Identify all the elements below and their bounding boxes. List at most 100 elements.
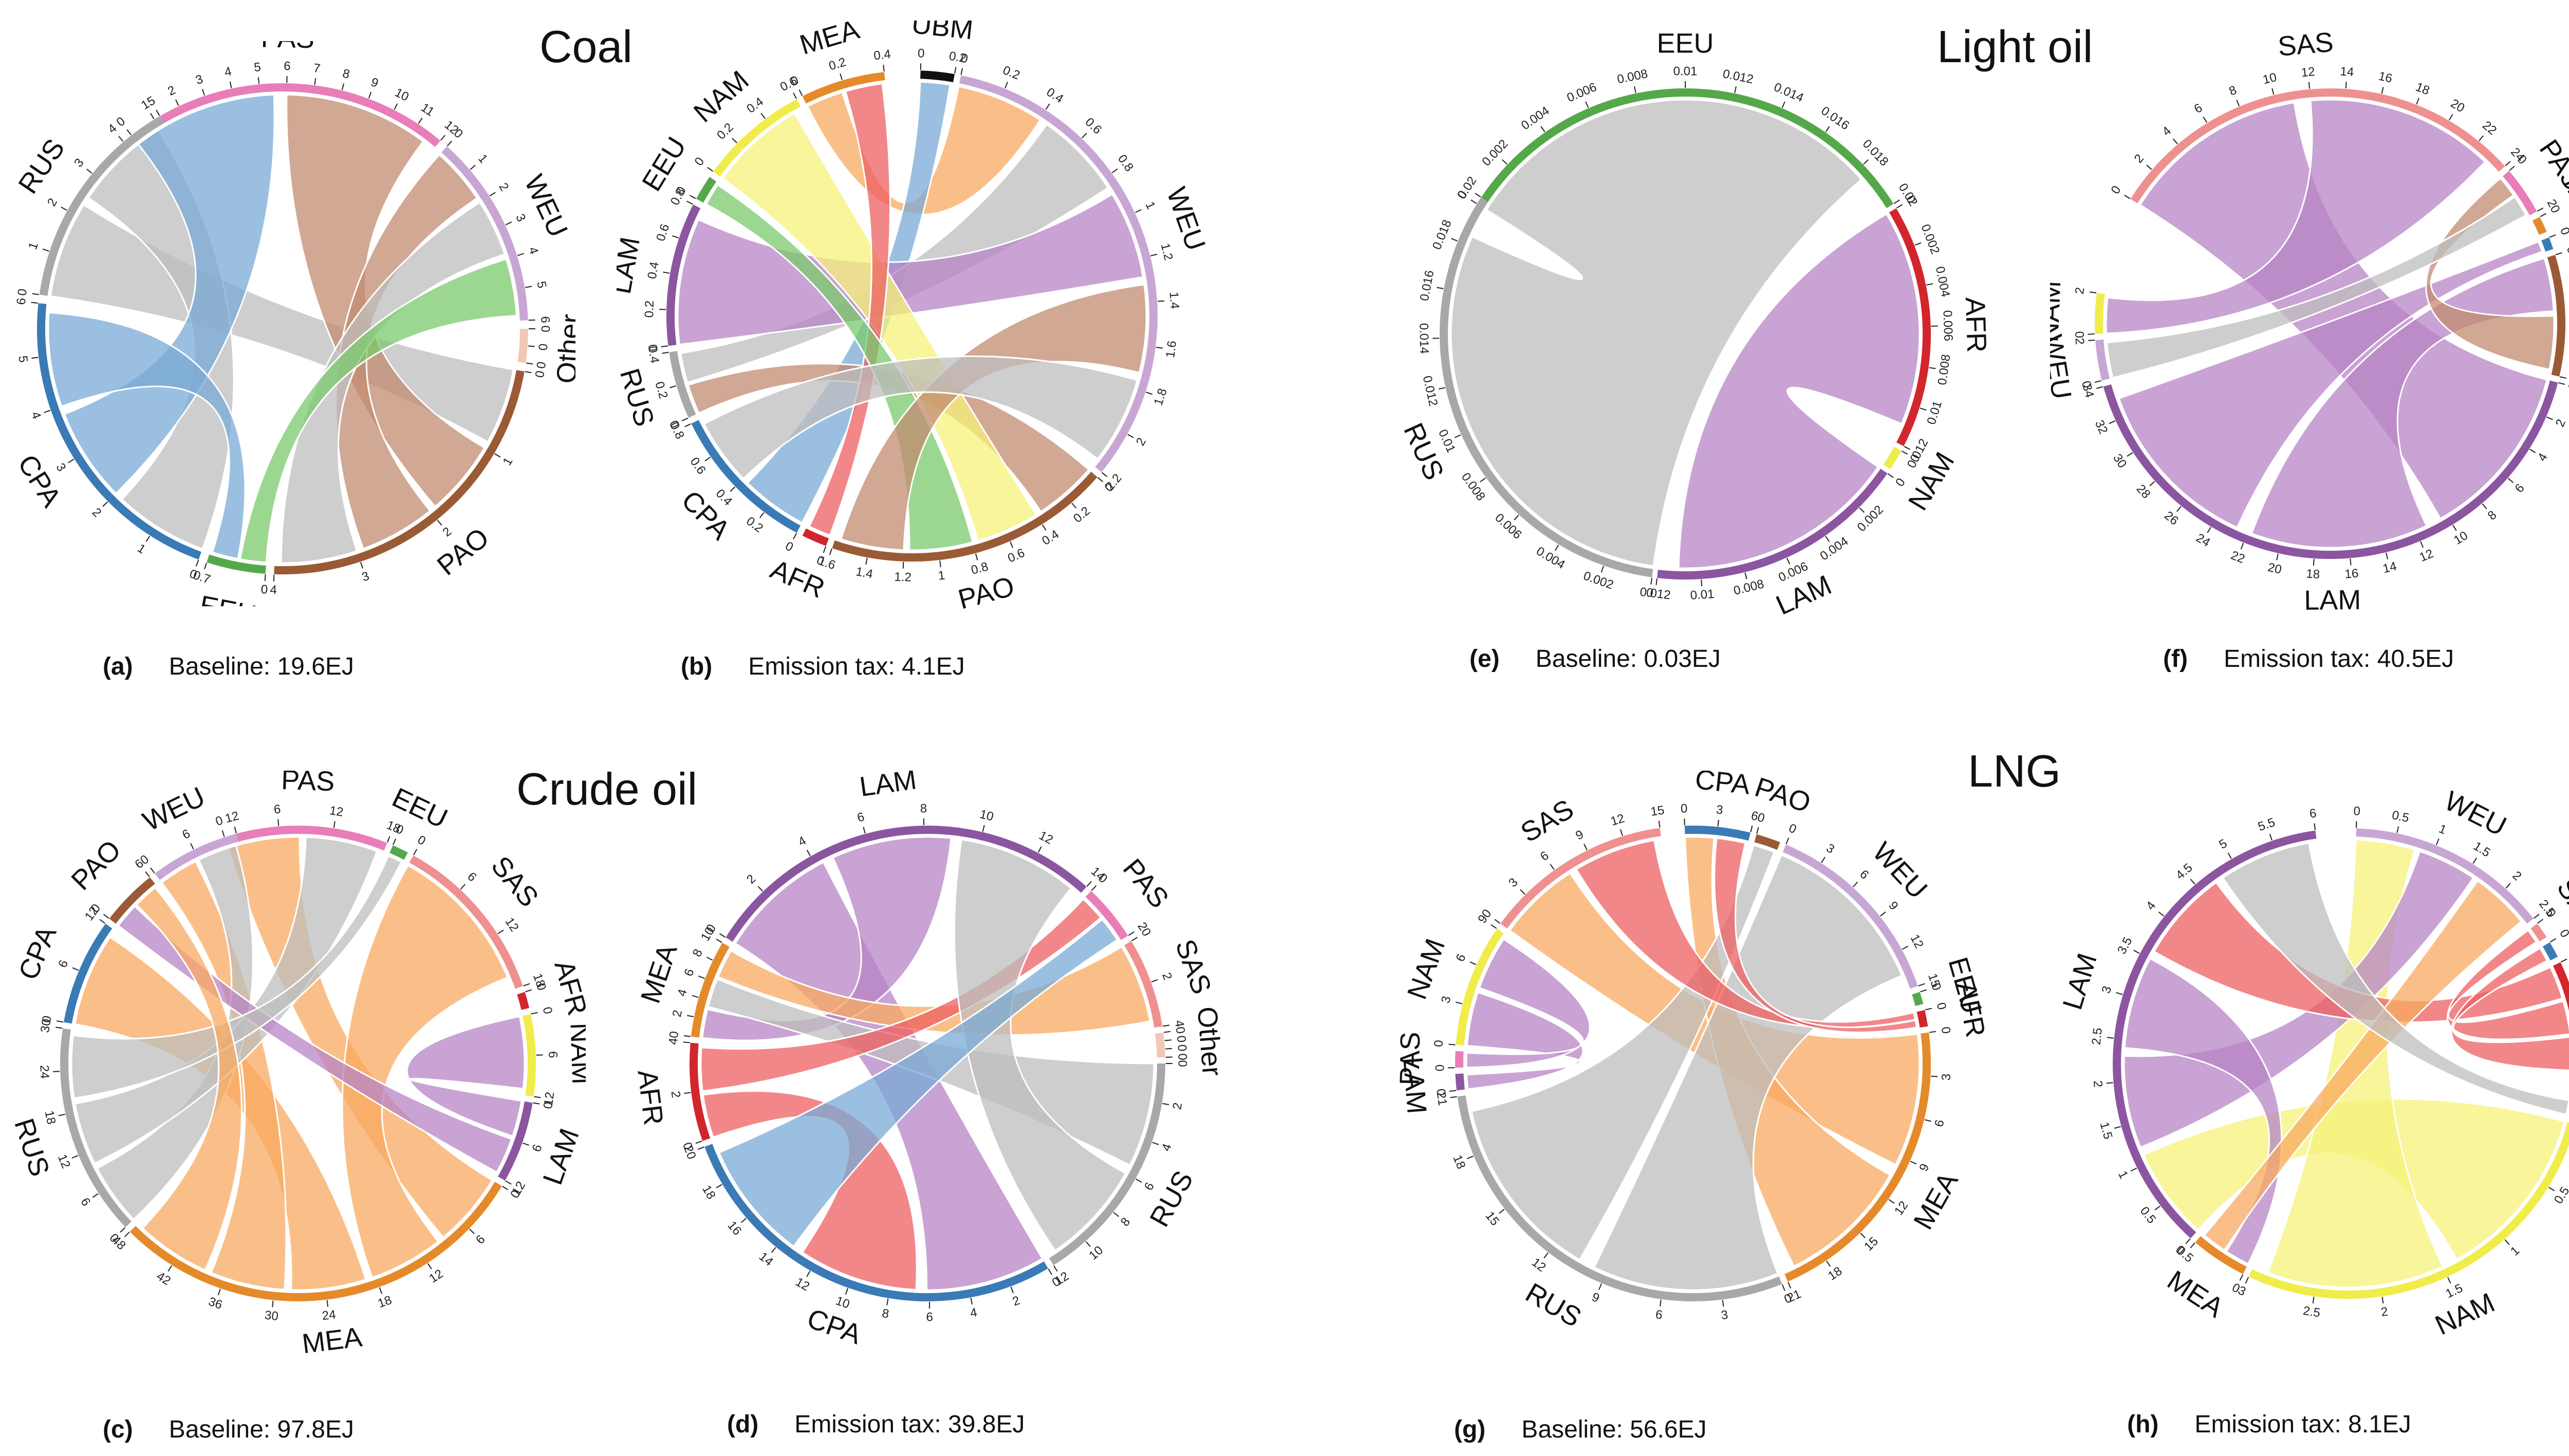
- tick-label: 0.006: [1565, 80, 1599, 105]
- tick-mark: [2276, 553, 2279, 561]
- caption-letter: (g): [1454, 1416, 1486, 1443]
- tick-mark: [2116, 992, 2123, 995]
- ribbons: [70, 836, 526, 1291]
- tick-mark: [534, 1096, 541, 1098]
- tick-label: 0: [415, 833, 428, 848]
- tick-mark: [341, 83, 344, 90]
- tick-mark: [663, 271, 670, 274]
- tick-label: 0.002: [1918, 222, 1942, 256]
- tick-label: 8: [690, 947, 705, 959]
- tick-label: 0: [2079, 380, 2094, 389]
- tick-label: 1: [937, 568, 945, 583]
- tick-label: 6: [284, 59, 291, 73]
- tick-label: 0.012: [1420, 375, 1440, 408]
- segment-arc-sas: [2530, 923, 2547, 942]
- tick-label: 6: [538, 316, 552, 323]
- segment-arc-pas: [224, 826, 387, 851]
- tick-mark: [1111, 168, 1118, 174]
- segment-arc-rus: [1440, 197, 1653, 577]
- segment-arc-cpa: [2541, 237, 2554, 252]
- tick-mark: [1658, 820, 1661, 828]
- caption-f: (f) Emission tax: 40.5EJ: [2163, 645, 2454, 673]
- tick-mark: [190, 843, 194, 850]
- tick-mark: [1880, 911, 1886, 917]
- segment-arc-sas: [409, 855, 523, 989]
- tick-label: 16: [2377, 69, 2394, 86]
- tick-mark: [2130, 1167, 2137, 1172]
- tick-mark: [1634, 86, 1636, 93]
- region-label-mea: MEA: [300, 1321, 363, 1356]
- tick-label: 6: [464, 870, 479, 885]
- tick-mark: [1920, 407, 1927, 411]
- tick-label: 36: [207, 1295, 224, 1312]
- tick-mark: [681, 417, 688, 421]
- tick-mark: [1004, 82, 1009, 88]
- tick-mark: [686, 200, 693, 205]
- tick-mark: [2381, 1297, 2384, 1304]
- tick-label: 14: [756, 1249, 776, 1269]
- tick-mark: [1756, 827, 1759, 834]
- tick-mark: [1438, 387, 1445, 390]
- tick-mark: [2133, 949, 2140, 954]
- region-label-mea: MEA: [1908, 1167, 1964, 1235]
- tick-mark: [1150, 253, 1158, 256]
- tick-mark: [886, 1298, 889, 1305]
- region-label-lam: LAM: [2057, 950, 2103, 1014]
- segment-arc-lam: [1657, 469, 1888, 580]
- tick-mark: [523, 1142, 529, 1146]
- tick-label: 8: [881, 1306, 890, 1321]
- tick-label: 6: [273, 802, 282, 816]
- region-label-mea: MEA: [635, 940, 683, 1007]
- ribbon-afr-cpa: [2450, 947, 2569, 1071]
- tick-label: 6: [1857, 867, 1871, 882]
- segment-arc-lam: [666, 204, 701, 346]
- segment-arc-weu: [441, 146, 528, 321]
- tick-mark: [2381, 87, 2384, 94]
- tick-label: 0.6: [654, 222, 672, 243]
- tick-label: 3: [360, 569, 371, 585]
- tick-mark: [440, 135, 446, 141]
- tick-mark: [2190, 879, 2195, 885]
- region-label-afr: AFR: [632, 1068, 669, 1127]
- tick-label: 1.8: [1151, 387, 1170, 407]
- caption-c: (c) Baseline: 97.8EJ: [103, 1415, 354, 1444]
- tick-label: 10: [1086, 1243, 1106, 1263]
- tick-label: 0: [645, 344, 660, 352]
- tick-label: 0: [2353, 804, 2360, 818]
- region-label-nam: NAM: [564, 1022, 586, 1085]
- tick-mark: [1925, 1007, 1932, 1011]
- segment-arc-pao: [2547, 255, 2565, 377]
- tick-label: 0.2: [948, 49, 967, 65]
- tick-mark: [1082, 133, 1087, 139]
- region-label-rus: RUS: [1520, 1277, 1587, 1333]
- tick-label: 0: [260, 583, 268, 597]
- tick-mark: [698, 975, 705, 979]
- tick-label: 6: [855, 810, 866, 825]
- tick-mark: [1475, 193, 1481, 198]
- tick-label: 0.01: [1924, 399, 1945, 426]
- tick-mark: [2094, 380, 2101, 383]
- region-label-ubm: UBM: [910, 21, 975, 45]
- tick-label: 0.008: [1935, 353, 1953, 386]
- tick-label: 0: [2557, 927, 2569, 940]
- tick-label: 6: [1142, 1180, 1157, 1193]
- tick-label: 6: [2192, 101, 2205, 116]
- region-label-sas: SAS: [1516, 793, 1579, 848]
- tick-label: 10: [978, 807, 995, 824]
- tick-mark: [2172, 138, 2178, 144]
- tick-mark: [1048, 1268, 1052, 1275]
- tick-label: 21: [1434, 1091, 1449, 1107]
- tick-mark: [264, 574, 266, 581]
- region-label-eeu: EEU: [636, 132, 692, 196]
- tick-label: 6: [1749, 809, 1759, 824]
- tick-mark: [1821, 856, 1826, 863]
- tick-label: 8: [1118, 1215, 1133, 1229]
- tick-mark: [1887, 473, 1894, 478]
- region-label-other: Other: [551, 313, 575, 384]
- tick-mark: [793, 533, 797, 539]
- tick-label: 2.5: [2089, 1027, 2105, 1046]
- ribbons: [700, 836, 1155, 1291]
- tick-label: 2: [2567, 375, 2569, 385]
